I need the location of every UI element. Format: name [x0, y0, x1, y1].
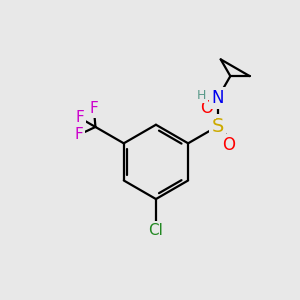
Text: F: F: [89, 101, 98, 116]
Text: F: F: [75, 110, 84, 125]
Text: Cl: Cl: [148, 223, 164, 238]
Text: O: O: [222, 136, 235, 154]
Text: H: H: [197, 88, 206, 102]
Text: O: O: [200, 99, 214, 117]
Text: S: S: [212, 117, 224, 136]
Text: F: F: [74, 127, 83, 142]
Text: N: N: [212, 89, 224, 107]
